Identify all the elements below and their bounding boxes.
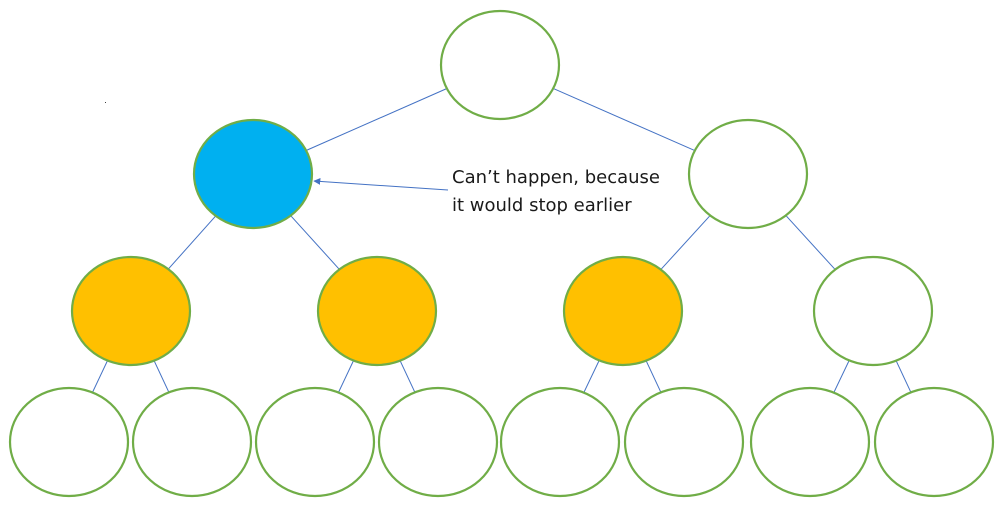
tree-node-l2-1 — [72, 257, 190, 365]
edge-l2-1-l3-2 — [154, 361, 169, 393]
stray-dot — [105, 102, 106, 103]
edge-l1-right-l2-3 — [661, 215, 710, 269]
edge-l2-4-l3-7 — [834, 360, 849, 392]
nodes — [10, 11, 993, 496]
tree-node-l2-4 — [814, 257, 932, 365]
edge-l1-right-l2-4 — [786, 215, 835, 269]
tree-node-l1-left — [194, 120, 312, 228]
tree-node-l2-3 — [564, 257, 682, 365]
tree-node-l3-4 — [379, 388, 497, 496]
tree-node-l3-3 — [256, 388, 374, 496]
tree-node-l3-2 — [133, 388, 251, 496]
edge-l2-2-l3-3 — [339, 361, 354, 393]
edge-l1-left-l2-1 — [168, 216, 215, 269]
tree-node-l3-8 — [875, 388, 993, 496]
annotation-line-1: Can’t happen, because — [452, 164, 692, 192]
tree-node-l1-right — [689, 120, 807, 228]
annotation-line-2: it would stop earlier — [452, 192, 692, 220]
annotation-text: Can’t happen, because it would stop earl… — [452, 164, 692, 220]
edge-l2-3-l3-6 — [646, 361, 661, 393]
edge-l1-left-l2-2 — [291, 216, 340, 270]
edge-l2-2-l3-4 — [400, 361, 415, 393]
tree-node-l3-1 — [10, 388, 128, 496]
tree-node-root — [441, 11, 559, 119]
edge-l2-4-l3-8 — [896, 361, 911, 393]
annotation-arrow — [314, 181, 448, 190]
edge-l2-3-l3-5 — [584, 360, 599, 392]
edge-root-l1-left — [306, 89, 447, 151]
edge-l2-1-l3-1 — [93, 361, 108, 393]
edge-root-l1-right — [553, 88, 695, 150]
tree-node-l3-5 — [501, 388, 619, 496]
tree-node-l3-6 — [625, 388, 743, 496]
tree-node-l3-7 — [751, 388, 869, 496]
tree-node-l2-2 — [318, 257, 436, 365]
